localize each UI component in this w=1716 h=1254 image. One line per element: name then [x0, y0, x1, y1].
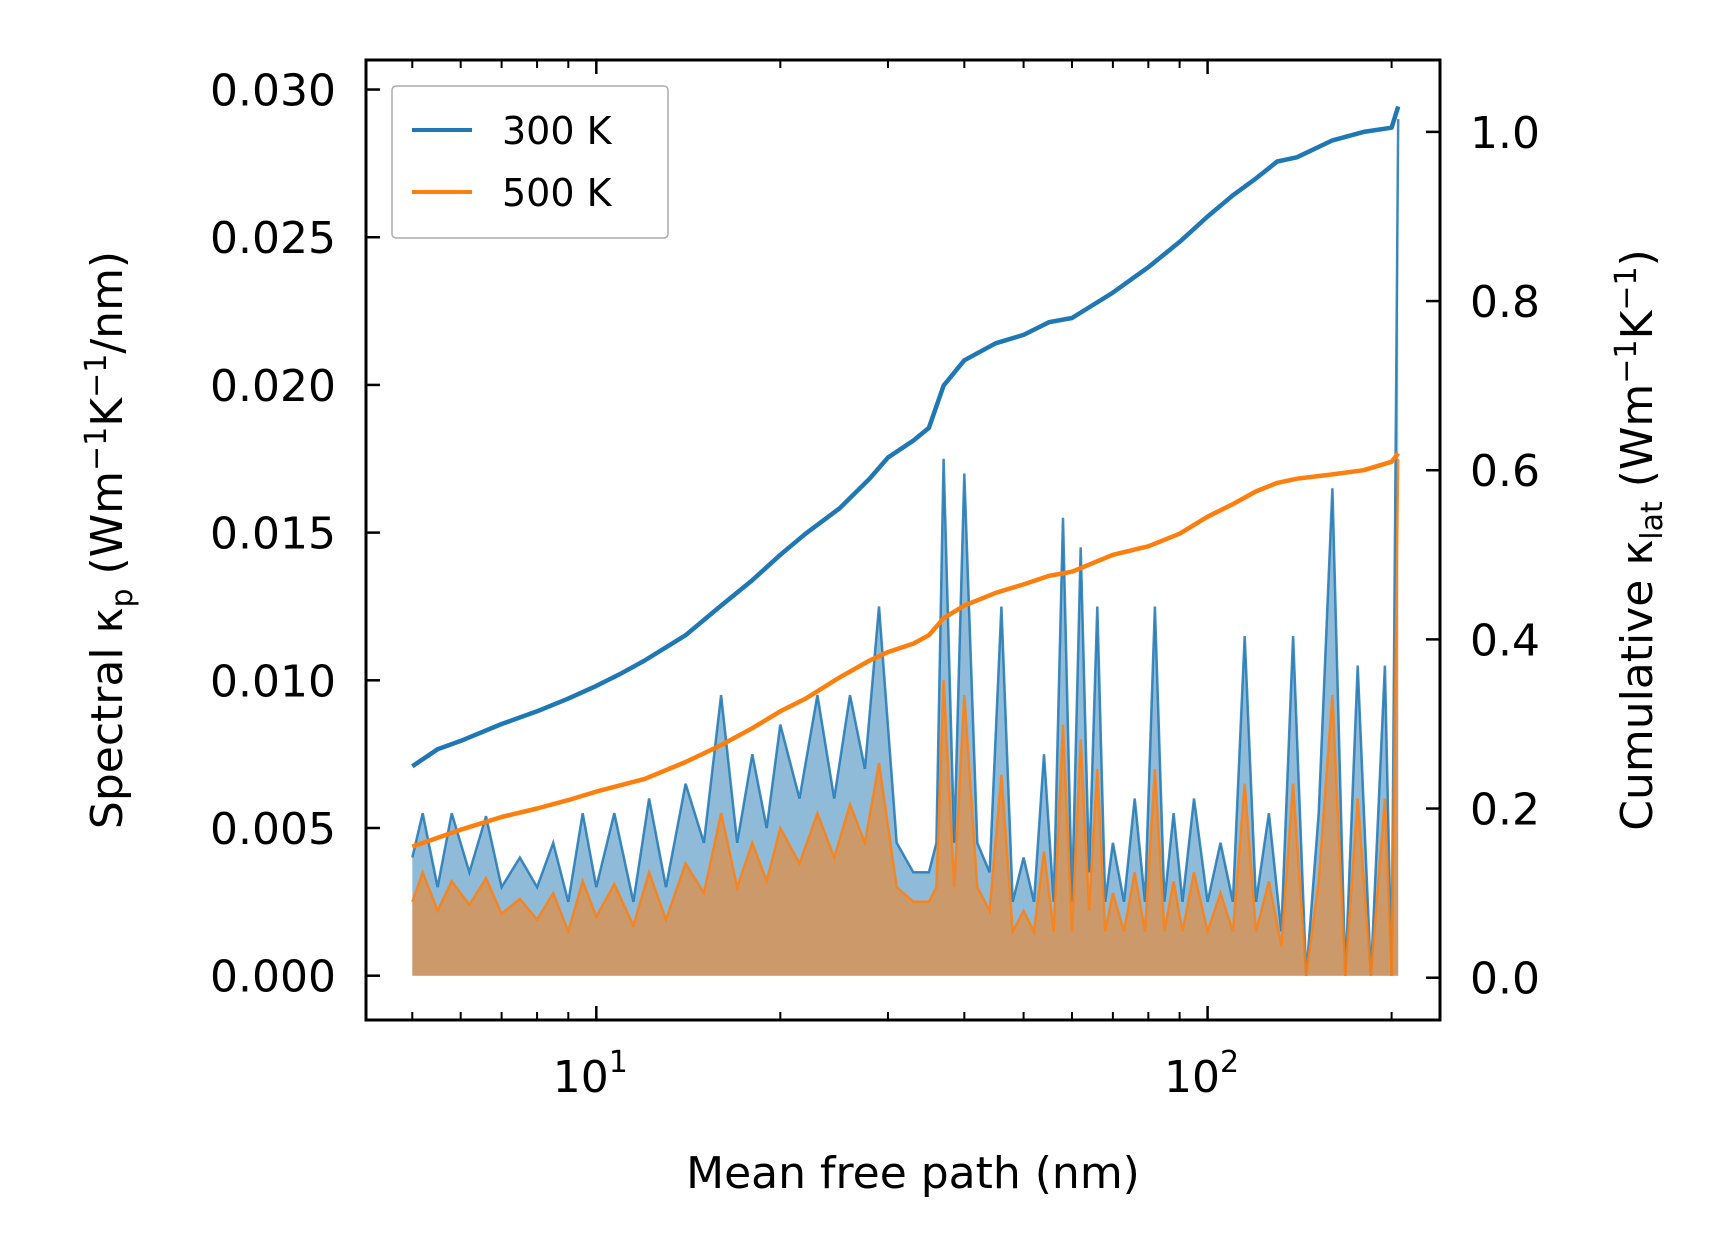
y-left-label-sup2: −1 — [79, 354, 114, 398]
y-left-tick-label: 0.030 — [210, 66, 336, 117]
cumulative-line-500k — [411, 451, 1400, 849]
y-right-tick-label: 1.0 — [1470, 108, 1540, 159]
spectral-area-300k — [412, 119, 1399, 976]
y-right-tick-label: 0.8 — [1470, 277, 1540, 328]
axes-frame — [364, 58, 1442, 1022]
y-left-tick-label: 0.010 — [210, 656, 336, 707]
y-left-label-sub: p — [105, 588, 140, 607]
legend: 300 K 500 K — [391, 85, 669, 239]
ticks: 101 1020.0000.0050.0100.0150.0200.0250.03… — [210, 60, 1540, 1103]
y-left-label-units: (Wm — [82, 471, 133, 589]
y-right-label-end: ) — [1612, 249, 1663, 266]
plot-area — [411, 105, 1401, 976]
y-left-label-prefix: Spectral κ — [82, 608, 133, 830]
y-left-tick-label: 0.025 — [210, 213, 336, 264]
y-right-tick-label: 0.2 — [1470, 785, 1540, 836]
x-tick-label: 101 — [553, 1045, 628, 1103]
y-right-tick-label: 0.0 — [1470, 954, 1540, 1005]
x-tick-exponent: 2 — [1220, 1045, 1239, 1080]
y-right-tick-label: 0.4 — [1470, 615, 1540, 666]
legend-label-300k: 300 K — [502, 109, 613, 153]
y-axis-label-left: Spectral κp (Wm−1K−1/nm) — [79, 251, 140, 829]
x-tick-base: 10 — [1164, 1052, 1220, 1103]
legend-label-500k: 500 K — [502, 171, 613, 215]
spectral-area-500k — [412, 458, 1399, 976]
y-left-label-sup1: −1 — [79, 427, 114, 471]
x-tick-exponent: 1 — [609, 1045, 628, 1080]
x-tick-base: 10 — [553, 1052, 609, 1103]
y-right-label-sup2: −1 — [1609, 266, 1644, 310]
y-right-label-prefix: Cumulative κ — [1612, 540, 1663, 831]
y-left-tick-label: 0.020 — [210, 361, 336, 412]
x-axis-label: Mean free path (nm) — [686, 1148, 1140, 1199]
y-left-tick-label: 0.015 — [210, 509, 336, 560]
y-left-tick-label: 0.000 — [210, 952, 336, 1003]
y-axis-label-right: Cumulative κlat (Wm−1K−1) — [1609, 249, 1670, 831]
y-left-label-k: K — [82, 397, 133, 427]
spectral-line-300k — [411, 119, 1400, 976]
cumulative-line-300k — [411, 105, 1401, 769]
legend-box — [391, 85, 669, 239]
spectral-line-500k — [411, 458, 1400, 976]
y-right-tick-label: 0.6 — [1470, 446, 1540, 497]
y-right-label-k: K — [1612, 309, 1663, 339]
y-left-tick-label: 0.005 — [210, 804, 336, 855]
x-tick-label: 102 — [1164, 1045, 1239, 1103]
y-left-label-end: /nm) — [82, 251, 133, 354]
y-right-label-sub: lat — [1635, 501, 1670, 540]
y-right-label-units: (Wm — [1612, 384, 1663, 502]
y-right-label-sup1: −1 — [1609, 339, 1644, 383]
